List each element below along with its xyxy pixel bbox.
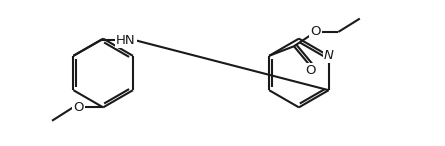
Text: O: O: [73, 101, 84, 114]
Text: HN: HN: [116, 34, 136, 47]
Text: N: N: [324, 49, 334, 62]
Text: O: O: [310, 25, 321, 38]
Text: O: O: [305, 64, 316, 77]
